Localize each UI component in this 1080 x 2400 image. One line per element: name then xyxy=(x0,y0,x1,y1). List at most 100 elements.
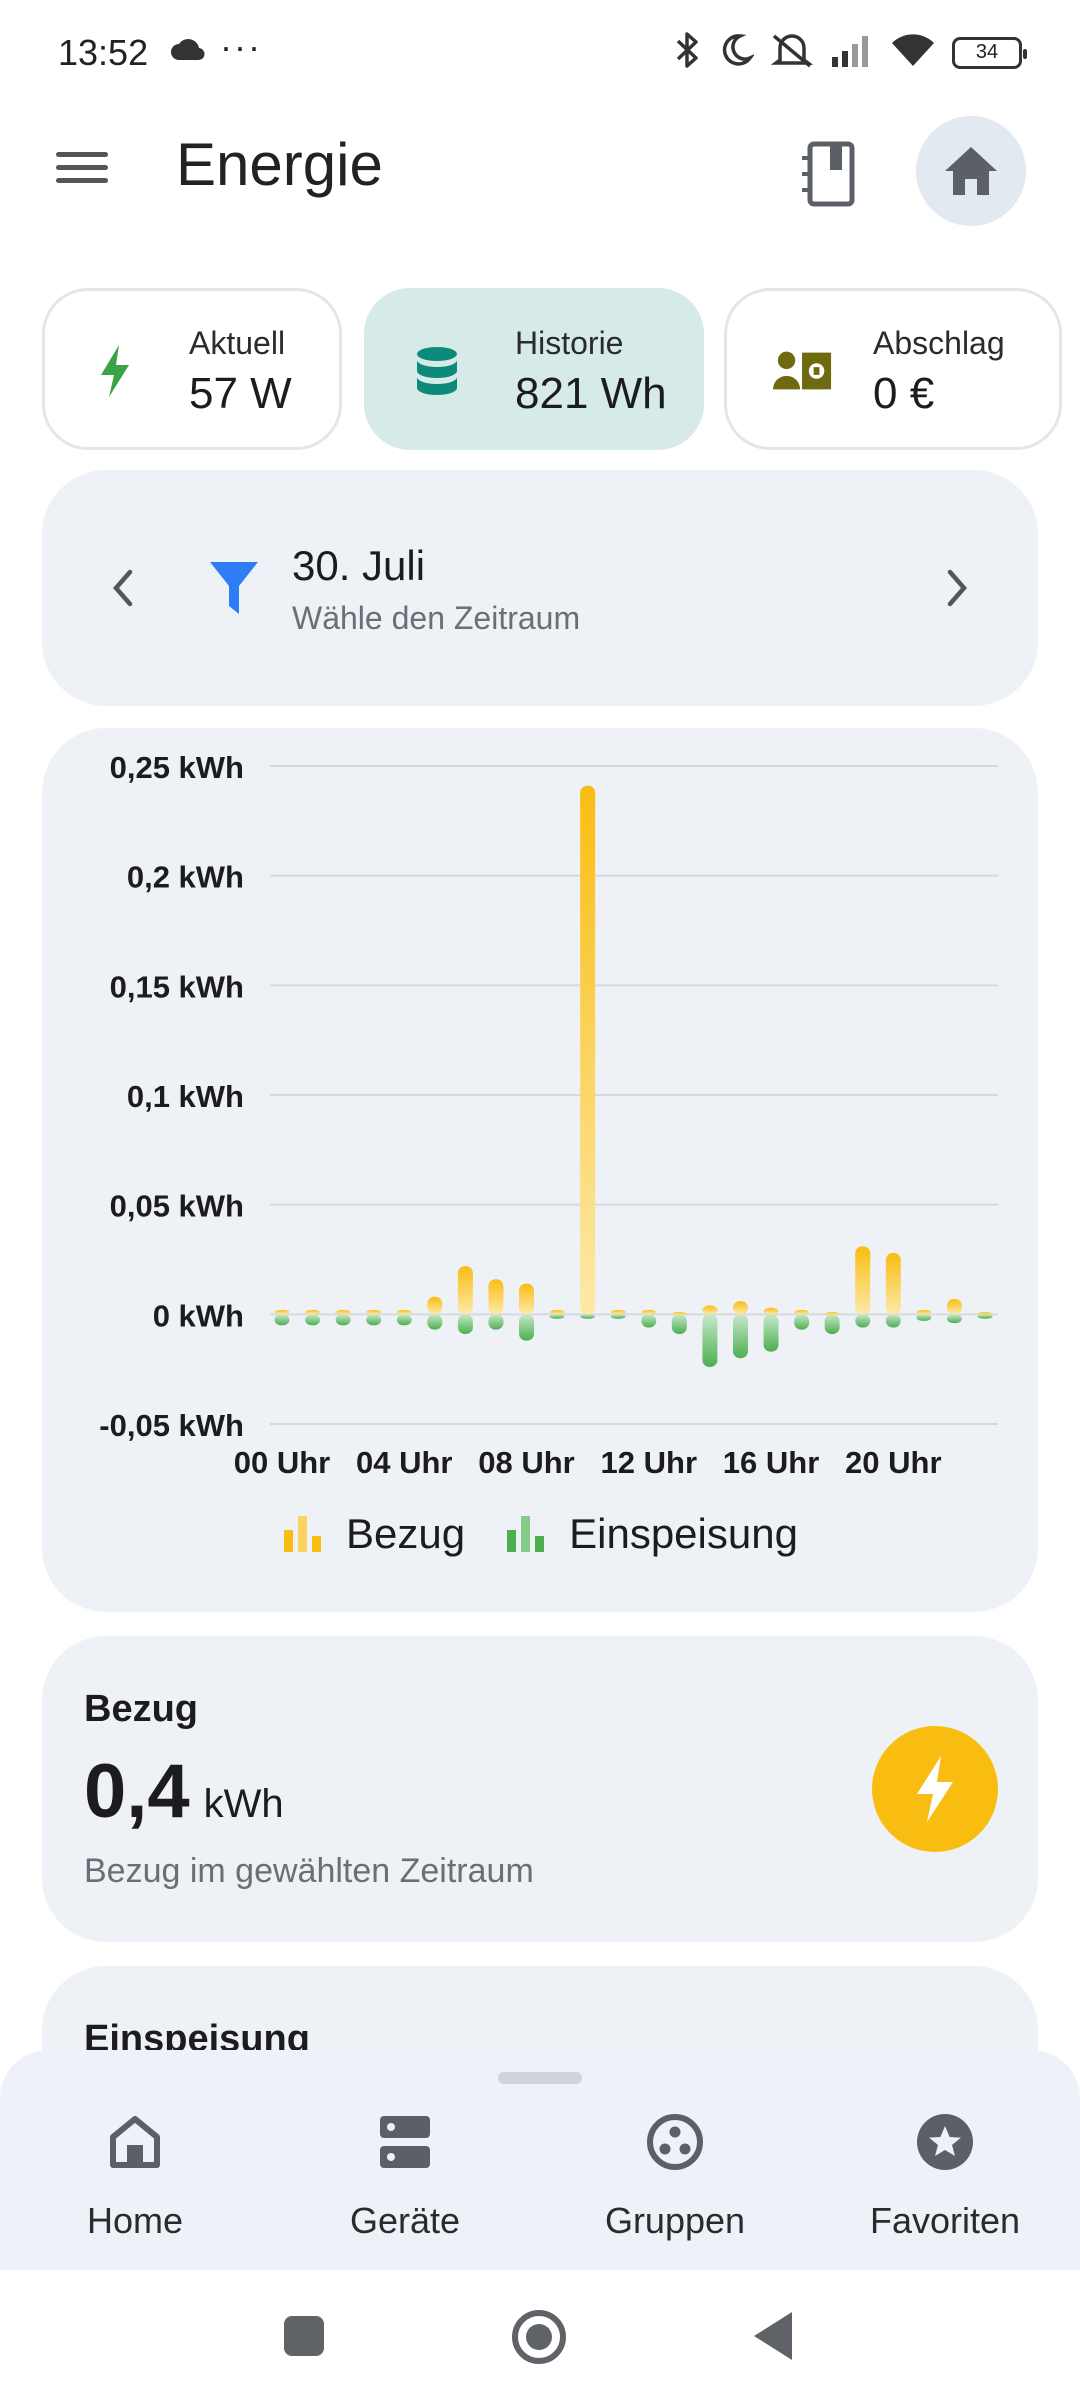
bar-einspeisung[interactable] xyxy=(457,1314,473,1335)
nav-item-home[interactable]: Home xyxy=(15,2102,255,2252)
system-home-button[interactable] xyxy=(512,2310,566,2364)
bar-einspeisung[interactable] xyxy=(977,1314,993,1319)
legend-item-bezug[interactable]: Bezug xyxy=(282,1510,465,1558)
bar-bezug[interactable] xyxy=(824,1312,840,1316)
x-tick-label: 00 Uhr xyxy=(234,1445,330,1480)
menu-button[interactable] xyxy=(56,144,116,196)
nav-label: Favoriten xyxy=(869,2200,1021,2241)
bar-einspeisung[interactable] xyxy=(885,1314,901,1328)
bar-einspeisung[interactable] xyxy=(732,1314,748,1359)
bluetooth-icon xyxy=(674,30,702,75)
bar-einspeisung[interactable] xyxy=(274,1314,290,1326)
status-bar: 13:52 ··· 34 xyxy=(0,0,1080,100)
bar-einspeisung[interactable] xyxy=(366,1314,382,1326)
bar-bezug[interactable] xyxy=(488,1279,504,1315)
devices-icon xyxy=(378,2102,432,2182)
bar-bezug[interactable] xyxy=(610,1309,626,1315)
nav-item-favoriten[interactable]: Favoriten xyxy=(825,2102,1065,2252)
bar-bezug[interactable] xyxy=(396,1309,412,1315)
nav-item-gruppen[interactable]: Gruppen xyxy=(555,2102,795,2252)
bar-bezug[interactable] xyxy=(977,1312,993,1316)
bar-einspeisung[interactable] xyxy=(855,1314,871,1328)
bar-bezug[interactable] xyxy=(641,1309,657,1315)
bar-bezug[interactable] xyxy=(305,1309,321,1315)
bar-einspeisung[interactable] xyxy=(946,1314,962,1324)
bar-bezug[interactable] xyxy=(519,1283,535,1315)
bar-bezug[interactable] xyxy=(732,1301,748,1315)
bar-einspeisung[interactable] xyxy=(519,1314,535,1341)
bottom-navigation: Home Geräte Gruppen Favoriten xyxy=(0,2050,1080,2270)
bar-einspeisung[interactable] xyxy=(335,1314,351,1326)
bar-bezug[interactable] xyxy=(763,1307,779,1315)
system-navigation xyxy=(0,2270,1080,2400)
bolt-icon xyxy=(872,1726,998,1852)
chart-svg: 0,25 kWh 0,2 kWh 0,15 kWh 0,1 kWh 0,05 kWh 0 … xyxy=(99,750,998,1480)
recent-apps-button[interactable] xyxy=(284,2316,324,2356)
tile-value: 0 € xyxy=(873,369,935,418)
home-icon xyxy=(945,147,997,195)
bar-einspeisung[interactable] xyxy=(488,1314,504,1330)
mute-icon xyxy=(770,30,814,75)
chevron-left-icon[interactable] xyxy=(108,566,138,615)
bar-einspeisung[interactable] xyxy=(427,1314,443,1330)
bezug-number: 0,4 xyxy=(84,1749,190,1834)
chart-legend: Bezug Einspeisung xyxy=(42,1510,1038,1558)
bar-bezug[interactable] xyxy=(671,1312,687,1316)
bar-bezug[interactable] xyxy=(457,1266,473,1315)
back-button[interactable] xyxy=(754,2312,792,2360)
period-selector: 30. Juli Wähle den Zeitraum xyxy=(42,470,1038,706)
bar-bezug[interactable] xyxy=(702,1305,718,1315)
tile-aktuell[interactable]: Aktuell 57 W xyxy=(42,288,342,450)
sheet-handle[interactable] xyxy=(498,2072,582,2084)
tile-abschlag[interactable]: Abschlag 0 € xyxy=(724,288,1062,450)
bar-einspeisung[interactable] xyxy=(916,1314,932,1321)
bar-bezug[interactable] xyxy=(549,1309,565,1315)
bar-einspeisung[interactable] xyxy=(549,1314,565,1319)
period-title[interactable]: 30. Juli xyxy=(292,542,426,589)
bar-bezug[interactable] xyxy=(580,785,596,1315)
bar-bezug[interactable] xyxy=(335,1309,351,1315)
tile-value: 57 W xyxy=(189,369,292,418)
bezug-unit: kWh xyxy=(203,1782,284,1826)
bar-einspeisung[interactable] xyxy=(794,1314,810,1330)
bar-bezug[interactable] xyxy=(427,1296,443,1315)
bar-bezug[interactable] xyxy=(274,1309,290,1315)
bar-einspeisung[interactable] xyxy=(580,1314,596,1319)
filter-icon[interactable] xyxy=(208,558,260,623)
bar-einspeisung[interactable] xyxy=(610,1314,626,1319)
bezug-card[interactable]: Bezug 0,4 kWh Bezug im gewählten Zeitraum xyxy=(42,1636,1038,1942)
menu-icon xyxy=(56,152,108,157)
bar-einspeisung[interactable] xyxy=(305,1314,321,1326)
bar-bezug[interactable] xyxy=(946,1298,962,1315)
bar-bezug[interactable] xyxy=(916,1309,932,1315)
nav-item-geraete[interactable]: Geräte xyxy=(285,2102,525,2252)
payment-icon xyxy=(773,341,833,401)
bar-einspeisung[interactable] xyxy=(702,1314,718,1367)
bar-bezug[interactable] xyxy=(855,1246,871,1315)
bar-einspeisung[interactable] xyxy=(671,1314,687,1335)
y-tick-label: 0 kWh xyxy=(153,1298,244,1333)
nav-label: Geräte xyxy=(349,2200,461,2241)
bar-einspeisung[interactable] xyxy=(641,1314,657,1328)
notebook-icon xyxy=(802,141,855,207)
y-tick-label: 0,1 kWh xyxy=(127,1079,244,1114)
moon-icon xyxy=(718,32,756,73)
bar-einspeisung[interactable] xyxy=(396,1314,412,1326)
tile-value: 821 Wh xyxy=(515,369,667,418)
cloud-icon xyxy=(170,38,206,67)
bezug-value: 0,4 kWh xyxy=(84,1748,284,1835)
nav-label: Gruppen xyxy=(604,2200,746,2241)
wifi-icon xyxy=(890,32,936,73)
bar-bezug[interactable] xyxy=(366,1309,382,1315)
bar-bezug[interactable] xyxy=(885,1252,901,1315)
bar-einspeisung[interactable] xyxy=(824,1314,840,1335)
notebook-button[interactable] xyxy=(800,140,870,210)
legend-item-einspeisung[interactable]: Einspeisung xyxy=(505,1510,798,1558)
home-button[interactable] xyxy=(916,116,1026,226)
tile-historie[interactable]: Historie 821 Wh xyxy=(364,288,704,450)
chevron-right-icon[interactable] xyxy=(942,566,972,615)
bar-einspeisung[interactable] xyxy=(763,1314,779,1352)
bar-bezug[interactable] xyxy=(794,1309,810,1315)
bar-chart-icon xyxy=(507,1516,545,1552)
energy-chart: 0,25 kWh 0,2 kWh 0,15 kWh 0,1 kWh 0,05 kWh 0 … xyxy=(42,728,1038,1612)
